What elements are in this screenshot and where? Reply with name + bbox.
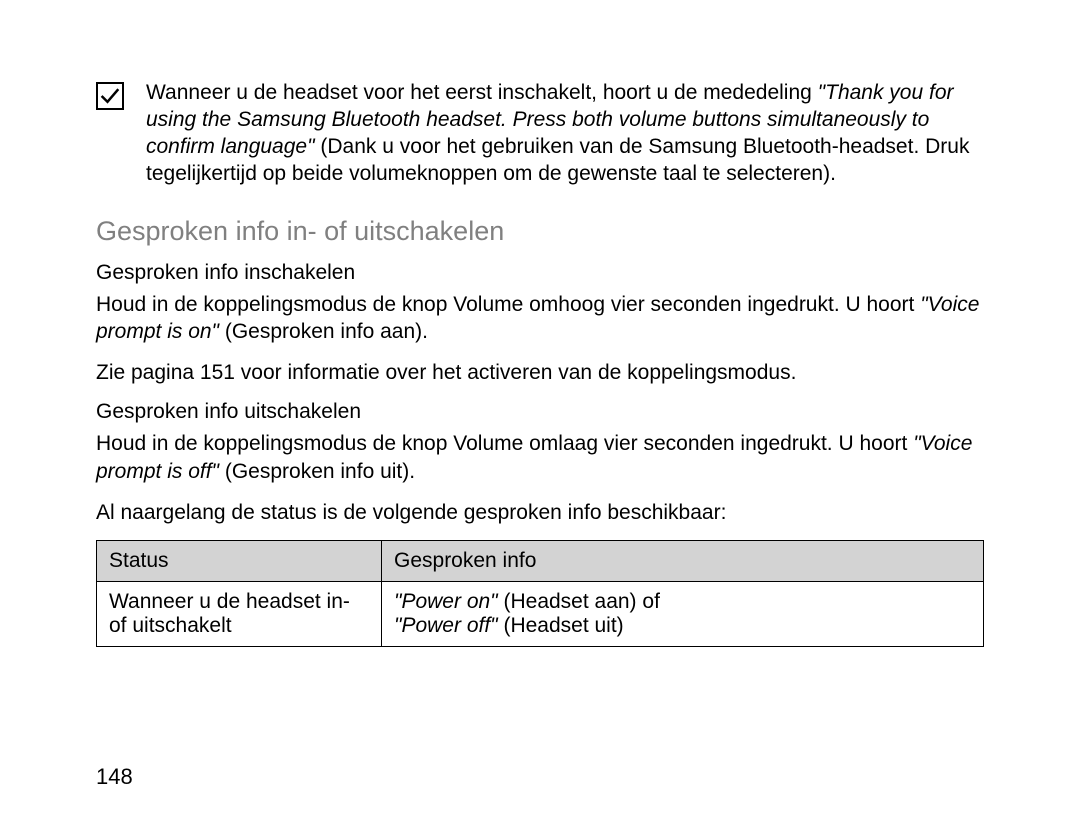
table-cell-status: Wanneer u de headset in- of uitschakelt — [97, 582, 382, 647]
section-heading: Gesproken info in- of uitschakelen — [96, 216, 984, 247]
page-number: 148 — [96, 764, 133, 790]
note-block: Wanneer u de headset voor het eerst insc… — [96, 80, 984, 188]
table-cell-info: "Power on" (Headset aan) of "Power off" … — [382, 582, 984, 647]
enable-ref: Zie pagina 151 voor informatie over het … — [96, 359, 984, 386]
note-line-prefix: Wanneer u de headset voor het eerst insc… — [146, 81, 818, 104]
enable-heading: Gesproken info inschakelen — [96, 261, 984, 285]
table-header-info: Gesproken info — [382, 541, 984, 582]
check-box-icon — [96, 82, 124, 110]
cell-info-italic1: "Power on" — [394, 590, 498, 613]
disable-heading: Gesproken info uitschakelen — [96, 400, 984, 424]
table-header-row: Status Gesproken info — [97, 541, 984, 582]
table-row: Wanneer u de headset in- of uitschakelt … — [97, 582, 984, 647]
cell-info-suffix: (Headset uit) — [498, 614, 624, 637]
enable-body-suffix: (Gesproken info aan). — [219, 320, 428, 343]
availability-text: Al naargelang de status is de volgende g… — [96, 499, 984, 526]
disable-body: Houd in de koppelingsmodus de knop Volum… — [96, 430, 984, 485]
cell-info-italic2: "Power off" — [394, 614, 498, 637]
cell-info-mid: (Headset aan) of — [498, 590, 660, 613]
status-table: Status Gesproken info Wanneer u de heads… — [96, 540, 984, 647]
document-page: Wanneer u de headset voor het eerst insc… — [0, 0, 1080, 840]
note-text: Wanneer u de headset voor het eerst insc… — [146, 80, 984, 188]
disable-body-prefix: Houd in de koppelingsmodus de knop Volum… — [96, 432, 913, 455]
table-header-status: Status — [97, 541, 382, 582]
disable-body-suffix: (Gesproken info uit). — [219, 460, 415, 483]
enable-body-prefix: Houd in de koppelingsmodus de knop Volum… — [96, 293, 920, 316]
enable-body: Houd in de koppelingsmodus de knop Volum… — [96, 291, 984, 346]
